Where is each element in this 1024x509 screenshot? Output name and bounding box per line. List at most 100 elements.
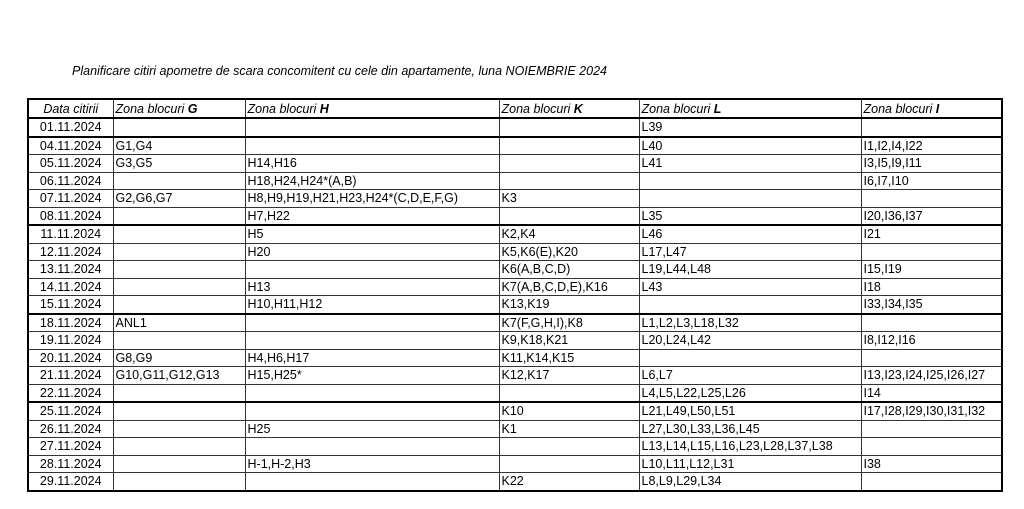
cell-date: 25.11.2024 (27, 401, 114, 421)
cell-zone-g (112, 454, 246, 473)
cell-zone-h: H20 (244, 242, 500, 261)
cell-zone-k: K1 (498, 419, 640, 438)
table-row: 19.11.2024 K9,K18,K21 L20,L24,L42 I8,I12,I1… (27, 331, 1003, 350)
cell-date: 14.11.2024 (27, 277, 114, 296)
header-zone-l: Zona blocuri L (638, 98, 862, 119)
cell-zone-g (112, 224, 246, 244)
cell-zone-i: I38 (860, 454, 1003, 473)
cell-zone-g: G2,G6,G7 (112, 189, 246, 208)
cell-date: 18.11.2024 (27, 313, 114, 332)
header-zone-letter: H (319, 101, 329, 116)
cell-zone-k: K7(A,B,C,D,E),K16 (498, 277, 640, 296)
cell-zone-g (112, 383, 246, 403)
table-row: 20.11.2024 G8,G9 H4,H6,H17 K11,K14,K15 (27, 348, 1003, 367)
table-row: 07.11.2024 G2,G6,G7 H8,H9,H19,H21,H23,H24*… (27, 189, 1003, 208)
cell-zone-g: G10,G11,G12,G13 (112, 366, 246, 385)
header-zone-letter: K (573, 101, 583, 116)
cell-date: 20.11.2024 (27, 348, 114, 367)
cell-zone-h (244, 260, 500, 279)
cell-zone-k: K9,K18,K21 (498, 331, 640, 350)
table-row: 13.11.2024 K6(A,B,C,D) L19,L44,L48 I15,I19 (27, 260, 1003, 279)
cell-zone-g: G3,G5 (112, 154, 246, 173)
cell-zone-i: I8,I12,I16 (860, 331, 1003, 350)
header-row: Data citirii Zona blocuri G Zona blocuri… (27, 98, 1003, 119)
cell-zone-g (112, 206, 246, 226)
cell-zone-h: H18,H24,H24*(A,B) (244, 171, 500, 190)
cell-zone-h: H13 (244, 277, 500, 296)
cell-zone-k (498, 383, 640, 403)
cell-zone-i (860, 472, 1003, 491)
header-label: Zona blocuri (863, 101, 936, 116)
cell-zone-i: I18 (860, 277, 1003, 296)
table-row: 27.11.2024 L13,L14,L15,L16,L23,L28,L37,L3… (27, 437, 1003, 456)
table-row: 26.11.2024 H25 K1 L27,L30,L33,L36,L45 (27, 419, 1003, 438)
table-row: 08.11.2024 H7,H22 L35 I20,I36,I37 (27, 206, 1003, 226)
cell-zone-l (638, 189, 862, 208)
cell-zone-l: L17,L47 (638, 242, 862, 261)
cell-zone-i (860, 189, 1003, 208)
cell-zone-h: H14,H16 (244, 154, 500, 173)
cell-zone-k: K6(A,B,C,D) (498, 260, 640, 279)
header-label: Zona blocuri (247, 101, 320, 116)
cell-zone-i (860, 242, 1003, 261)
cell-zone-h: H5 (244, 224, 500, 244)
cell-zone-i: I17,I28,I29,I30,I31,I32 (860, 401, 1003, 421)
cell-zone-g (112, 401, 246, 421)
cell-zone-i (860, 313, 1003, 332)
cell-zone-k (498, 117, 640, 138)
cell-zone-h: H7,H22 (244, 206, 500, 226)
cell-date: 12.11.2024 (27, 242, 114, 261)
cell-zone-i: I6,I7,I10 (860, 171, 1003, 190)
cell-zone-g: G1,G4 (112, 136, 246, 155)
cell-zone-g (112, 171, 246, 190)
cell-zone-l: L21,L49,L50,L51 (638, 401, 862, 421)
cell-zone-i: I1,I2,I4,I22 (860, 136, 1003, 155)
cell-zone-i: I3,I5,I9,I11 (860, 154, 1003, 173)
table-row: 29.11.2024 K22 L8,L9,L29,L34 (27, 472, 1003, 491)
cell-zone-l: L39 (638, 117, 862, 138)
cell-zone-h (244, 313, 500, 332)
header-zone-h: Zona blocuri H (244, 98, 500, 119)
cell-zone-k: K13,K19 (498, 295, 640, 315)
cell-zone-k: K7(F,G,H,I),K8 (498, 313, 640, 332)
cell-zone-l (638, 171, 862, 190)
cell-zone-i: I21 (860, 224, 1003, 244)
cell-zone-k: K2,K4 (498, 224, 640, 244)
cell-zone-k (498, 136, 640, 155)
cell-zone-h (244, 401, 500, 421)
table-row: 06.11.2024 H18,H24,H24*(A,B) I6,I7,I10 (27, 171, 1003, 190)
cell-date: 01.11.2024 (27, 117, 114, 138)
table-row: 18.11.2024 ANL1 K7(F,G,H,I),K8 L1,L2,L3,L18… (27, 313, 1003, 332)
cell-zone-g (112, 472, 246, 491)
cell-zone-g: G8,G9 (112, 348, 246, 367)
table-row: 04.11.2024 G1,G4 L40 I1,I2,I4,I22 (27, 136, 1003, 155)
cell-zone-l: L46 (638, 224, 862, 244)
cell-zone-l: L27,L30,L33,L36,L45 (638, 419, 862, 438)
cell-zone-g (112, 277, 246, 296)
cell-zone-g (112, 260, 246, 279)
cell-date: 29.11.2024 (27, 472, 114, 491)
cell-zone-l: L1,L2,L3,L18,L32 (638, 313, 862, 332)
cell-zone-k (498, 171, 640, 190)
cell-zone-g (112, 295, 246, 315)
cell-zone-h (244, 117, 500, 138)
cell-zone-h: H-1,H-2,H3 (244, 454, 500, 473)
cell-zone-h: H8,H9,H19,H21,H23,H24*(C,D,E,F,G) (244, 189, 500, 208)
cell-zone-l: L8,L9,L29,L34 (638, 472, 862, 491)
header-label: Zona blocuri (115, 101, 188, 116)
cell-date: 06.11.2024 (27, 171, 114, 190)
cell-date: 07.11.2024 (27, 189, 114, 208)
cell-zone-h (244, 472, 500, 491)
table-row: 25.11.2024 K10 L21,L49,L50,L51 I17,I28,I29,… (27, 401, 1003, 421)
cell-zone-i (860, 117, 1003, 138)
cell-zone-h (244, 136, 500, 155)
cell-zone-l: L6,L7 (638, 366, 862, 385)
cell-zone-h (244, 437, 500, 456)
cell-zone-k: K12,K17 (498, 366, 640, 385)
cell-zone-l: L20,L24,L42 (638, 331, 862, 350)
header-zone-letter: I (935, 101, 940, 116)
cell-zone-l: L10,L11,L12,L31 (638, 454, 862, 473)
header-label: Data citirii (43, 101, 99, 116)
cell-zone-i (860, 437, 1003, 456)
header-zone-letter: G (187, 101, 198, 116)
